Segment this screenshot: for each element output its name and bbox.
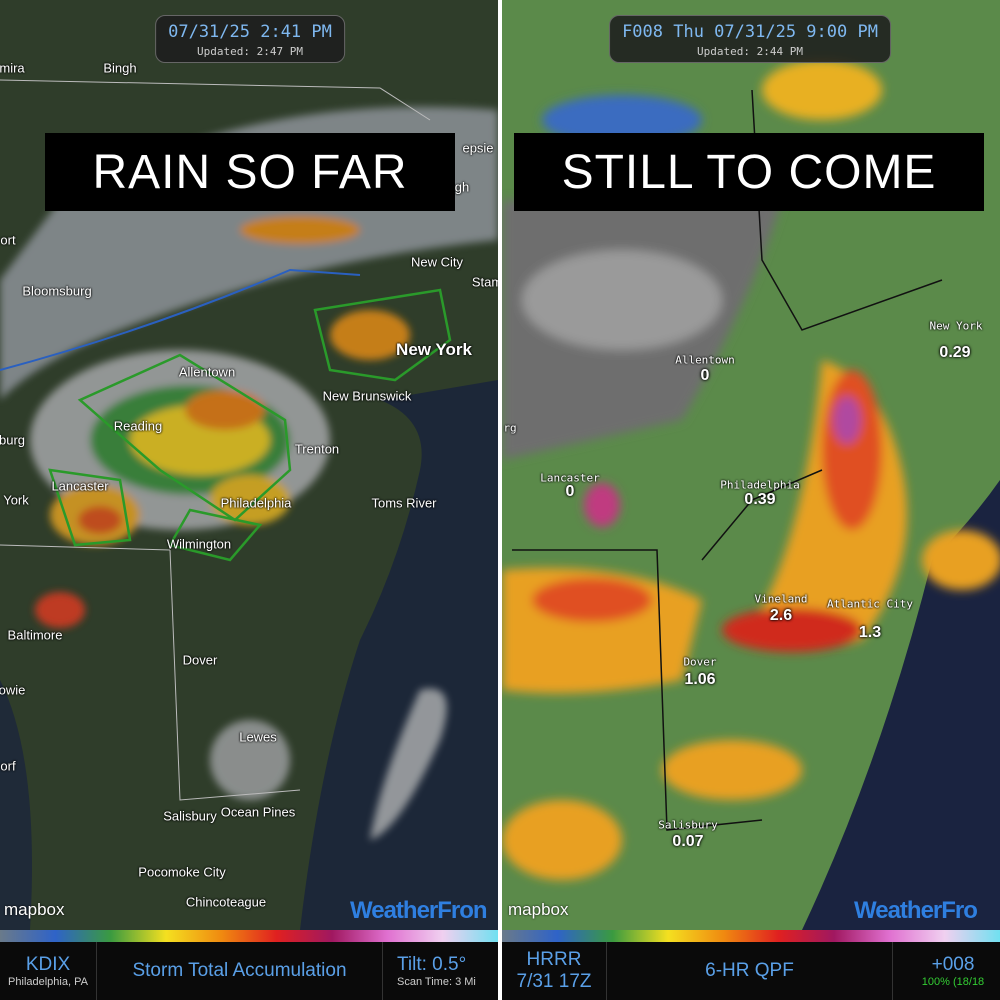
place-label: Pocomoke City <box>138 864 226 880</box>
station-cell[interactable]: KDIX Philadelphia, PA <box>0 942 97 1000</box>
model: HRRR <box>526 949 582 970</box>
place-label: Baltimore <box>7 627 63 643</box>
map-attribution: mapbox <box>508 900 569 919</box>
banner: STILL TO COME <box>514 133 984 211</box>
timestamp-box: F008 Thu 07/31/25 9:00 PM Updated: 2:44 … <box>609 15 891 63</box>
place-label: epsie <box>462 140 494 156</box>
map-attribution: mapbox <box>4 900 65 919</box>
place-label: Atlantic City <box>826 597 914 611</box>
place-label: orf <box>0 758 16 774</box>
place-label: Salisbury <box>163 808 217 824</box>
tilt: Tilt: 0.5° <box>397 954 467 975</box>
place-label: burg <box>0 432 26 448</box>
place-label: Bingh <box>103 60 137 76</box>
tilt-cell[interactable]: Tilt: 0.5° Scan Time: 3 Mi <box>383 942 498 1000</box>
place-label: Salisbury <box>658 818 718 832</box>
place-label: Lancaster <box>540 471 600 485</box>
place-label: Allentown <box>675 353 735 367</box>
timestamp-box: 07/31/25 2:41 PM Updated: 2:47 PM <box>155 15 345 63</box>
place-label: owie <box>0 682 26 698</box>
product: Storm Total Accumulation <box>132 960 347 981</box>
brand-logo: WeatherFron <box>350 897 488 924</box>
product-cell[interactable]: 6-HR QPF <box>607 942 893 1000</box>
place-label: Stam <box>471 274 498 290</box>
rain-amount: 1.3 <box>858 624 882 641</box>
place-label: Allentown <box>178 364 236 380</box>
place-label: Vineland <box>754 592 808 606</box>
model-cell[interactable]: HRRR 7/31 17Z <box>502 942 607 1000</box>
updated-time: Updated: 2:44 PM <box>697 45 803 58</box>
rain-amount: 0 <box>700 367 710 384</box>
place-label: Philadelphia <box>220 495 292 511</box>
place-label: ort <box>0 232 16 248</box>
timestamp: 07/31/25 2:41 PM <box>168 22 332 42</box>
rain-amount: 1.06 <box>684 671 716 688</box>
place-label: Dover <box>683 655 717 669</box>
station: KDIX <box>25 954 71 975</box>
place-label: rg <box>503 421 517 435</box>
place-label: Lancaster <box>51 478 109 494</box>
divider <box>498 0 502 1000</box>
forecast-hour-cell[interactable]: +008 100% (18/18 <box>893 942 1000 1000</box>
place-label: Dover <box>182 652 218 668</box>
timestamp: F008 Thu 07/31/25 9:00 PM <box>622 22 878 42</box>
place-label: mira <box>0 60 25 76</box>
place-label: New Brunswick <box>322 388 412 404</box>
place-label: New City <box>410 254 464 270</box>
rain-amount: 0 <box>565 483 575 500</box>
footer-bar: KDIX Philadelphia, PA Storm Total Accumul… <box>0 942 498 1000</box>
banner: RAIN SO FAR <box>45 133 455 211</box>
brand-logo: WeatherFro <box>854 897 978 924</box>
footer-bar: HRRR 7/31 17Z 6-HR QPF +008 100% (18/18 <box>502 942 1000 1000</box>
model-run: 7/31 17Z <box>516 971 592 992</box>
rain-amount: 0.29 <box>939 344 971 361</box>
rain-amount: 2.6 <box>769 607 793 624</box>
left-panel: mira Bingh epsie gh ort New City Stam Bl… <box>0 0 498 1000</box>
forecast-hour: +008 <box>931 954 975 975</box>
place-label: Ocean Pines <box>220 804 296 820</box>
place-label: Reading <box>113 418 163 434</box>
scan-time: Scan Time: 3 Mi <box>397 976 476 988</box>
rain-amount: 0.39 <box>744 491 776 508</box>
place-label: New York <box>929 319 983 333</box>
place-label: Bloomsburg <box>22 283 92 299</box>
load-status: 100% (18/18 <box>921 976 985 988</box>
place-label: Chincoteague <box>185 894 267 910</box>
product-cell[interactable]: Storm Total Accumulation <box>97 942 383 1000</box>
place-label: Lewes <box>239 729 277 745</box>
updated-time: Updated: 2:47 PM <box>197 45 303 58</box>
place-label: Wilmington <box>166 536 232 552</box>
station-location: Philadelphia, PA <box>8 976 88 988</box>
right-panel: rg Allentown 0 New York 0.29 Lancaster 0… <box>502 0 1000 1000</box>
color-scale <box>502 930 1000 942</box>
place-label: New York <box>396 340 472 359</box>
place-label: Philadelphia <box>720 478 800 492</box>
place-label: Trenton <box>294 441 340 457</box>
rain-amount: 0.07 <box>672 833 704 850</box>
place-label: York <box>3 492 29 508</box>
color-scale <box>0 930 498 942</box>
product: 6-HR QPF <box>705 960 794 981</box>
place-label: gh <box>454 179 470 195</box>
place-label: Toms River <box>371 495 437 511</box>
